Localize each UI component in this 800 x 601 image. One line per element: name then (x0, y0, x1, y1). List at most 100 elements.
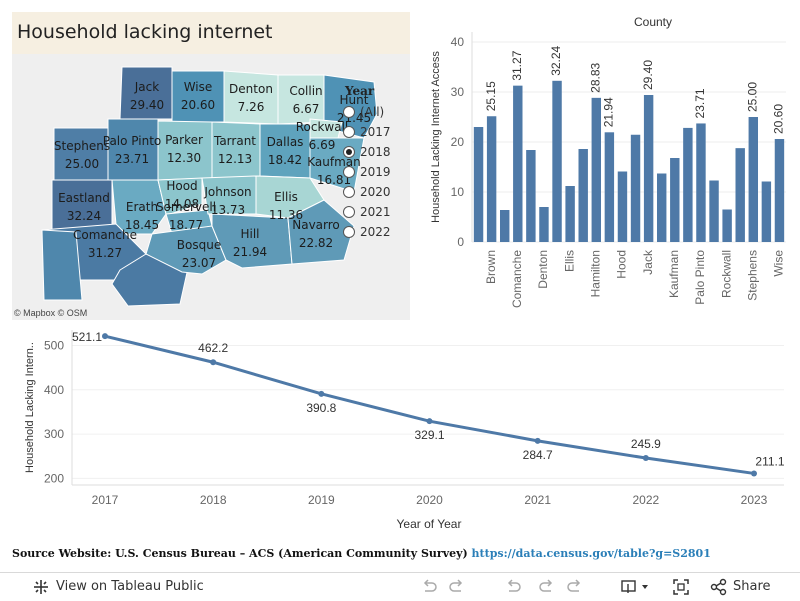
year-option-2020[interactable]: 2020 (343, 182, 405, 202)
pause-icon[interactable] (566, 578, 584, 596)
bar-henderson[interactable] (604, 132, 615, 242)
bar-archer[interactable] (473, 127, 484, 242)
bar-hunt[interactable] (630, 134, 641, 242)
year-option-2017[interactable]: 2017 (343, 122, 405, 142)
line-point-2018[interactable] (210, 359, 217, 366)
line-x-tick-label: 2021 (524, 493, 551, 507)
fullscreen-icon[interactable] (672, 578, 690, 596)
line-point-2020[interactable] (426, 418, 433, 425)
dashboard-title: Household lacking internet (17, 21, 273, 43)
line-data-label: 390.8 (306, 401, 336, 415)
bar-comanche[interactable] (513, 85, 523, 243)
radio-button[interactable] (343, 146, 355, 158)
county-label-comanche: Comanche (73, 228, 137, 242)
year-filter[interactable]: Year (All) 2017 2018 2019 2020 2021 2022 (343, 84, 405, 284)
radio-button[interactable] (343, 226, 355, 238)
county-map[interactable]: Jack 29.40 Wise 20.60 Denton 7.26 Collin 6.67 Hu… (12, 54, 410, 320)
share-icon[interactable] (710, 578, 728, 596)
bar-navarro[interactable] (683, 127, 693, 242)
bar-brown[interactable] (486, 116, 497, 242)
bar-hood[interactable] (617, 171, 628, 243)
bar-y-tick-label: 10 (451, 185, 465, 199)
county-shape-wise[interactable] (171, 70, 225, 123)
line-data-label: 211.1 (755, 454, 784, 468)
bar-x-tick-label: Hood (615, 250, 629, 279)
bar-y-tick-label: 0 (457, 235, 464, 249)
line-series[interactable] (104, 334, 755, 475)
bar-x-tick-label: Stephens (745, 250, 759, 301)
view-on-tableau-button[interactable]: View on Tableau Public (56, 579, 204, 594)
line-point-2019[interactable] (318, 390, 325, 397)
radio-button[interactable] (343, 106, 355, 118)
comment-dropdown-icon[interactable] (620, 578, 652, 596)
bar-ellis[interactable] (565, 186, 575, 242)
tableau-logo-icon[interactable] (32, 578, 50, 596)
bar-denton[interactable] (539, 207, 549, 242)
county-shape-palo-pinto[interactable] (107, 118, 159, 181)
county-value-erath: 18.45 (125, 218, 159, 232)
county-shape-navarro[interactable] (287, 199, 355, 265)
bar-tarrant[interactable] (761, 181, 772, 243)
bar-cooke[interactable] (526, 150, 536, 242)
county-labels: Jack 29.40 Wise 20.60 Denton 7.26 Collin 6.67 Hu… (54, 80, 371, 270)
bar-parker[interactable] (709, 180, 719, 243)
line-point-2022[interactable] (642, 455, 649, 462)
year-option-2022[interactable]: 2022 (343, 222, 405, 242)
source-link[interactable]: https://data.census.gov/table?g=S2801 (471, 547, 711, 560)
county-value-wise: 20.60 (181, 98, 215, 112)
county-value-comanche: 31.27 (88, 246, 122, 260)
county-value-rockwall: 6.69 (309, 138, 336, 152)
bar-rockwall[interactable] (722, 209, 732, 243)
year-option-2019[interactable]: 2019 (343, 162, 405, 182)
county-shape-eastland[interactable] (51, 179, 113, 233)
redo-icon[interactable] (448, 578, 466, 596)
year-option-label: (All) (360, 105, 385, 119)
bar-somervell[interactable] (735, 148, 745, 242)
bar-wise[interactable] (774, 139, 785, 242)
county-shape-denton[interactable] (223, 70, 279, 125)
undo-icon[interactable] (420, 578, 438, 596)
county-shape-tarrant[interactable] (211, 121, 261, 179)
bar-palo-pinto[interactable] (696, 123, 706, 242)
year-option-label: 2017 (360, 125, 391, 139)
revert-icon[interactable] (504, 578, 522, 596)
year-option-label: 2018 (360, 145, 391, 159)
county-label-hill: Hill (240, 227, 259, 241)
radio-button[interactable] (343, 186, 355, 198)
bar-johnson[interactable] (656, 173, 667, 243)
share-button[interactable]: Share (733, 579, 771, 594)
map-svg[interactable]: Jack 29.40 Wise 20.60 Denton 7.26 Collin 6.67 Hu… (12, 54, 410, 320)
line-point-2017[interactable] (102, 333, 108, 340)
bar-eastland[interactable] (552, 80, 562, 242)
year-option-2018[interactable]: 2018 (343, 142, 405, 162)
year-option-2021[interactable]: 2021 (343, 202, 405, 222)
refresh-icon[interactable] (538, 578, 556, 596)
county-bar-chart[interactable]: County 0 10 20 30 40 Household Lacking Interne… (420, 10, 800, 310)
bar-stephens[interactable] (748, 117, 759, 242)
county-shape-collin[interactable] (277, 74, 325, 125)
county-shape-hood[interactable] (157, 177, 203, 215)
year-options[interactable]: (All) 2017 2018 2019 2020 2021 2022 (343, 102, 405, 242)
bar-hamilton[interactable] (591, 97, 602, 242)
radio-button[interactable] (343, 126, 355, 138)
bar-x-tick-label: Wise (772, 250, 786, 277)
line-point-2023[interactable] (751, 470, 757, 477)
bar-jack[interactable] (643, 95, 654, 242)
county-label-bosque: Bosque (177, 238, 221, 252)
year-option-all[interactable]: (All) (343, 102, 405, 122)
county-shape-eastern-strip[interactable] (41, 229, 83, 301)
county-shape-stephens[interactable] (53, 127, 109, 181)
bar-clay[interactable] (499, 210, 510, 242)
radio-button[interactable] (343, 166, 355, 178)
county-value-stephens: 25.00 (65, 157, 99, 171)
bar-erath[interactable] (578, 149, 588, 242)
county-value-johnson: 13.73 (211, 203, 245, 217)
bar-chart-title: County (634, 15, 672, 29)
radio-button[interactable] (343, 206, 355, 218)
line-data-label: 284.7 (523, 448, 553, 462)
line-point-2021[interactable] (534, 437, 541, 444)
year-line-chart[interactable]: 200 300 400 500 Household Lacking Intern.. 52… (20, 322, 795, 537)
bar-data-label: 20.60 (772, 104, 786, 134)
bar-kaufman[interactable] (670, 158, 680, 242)
bar-x-tick-label: Palo Pinto (693, 250, 707, 305)
